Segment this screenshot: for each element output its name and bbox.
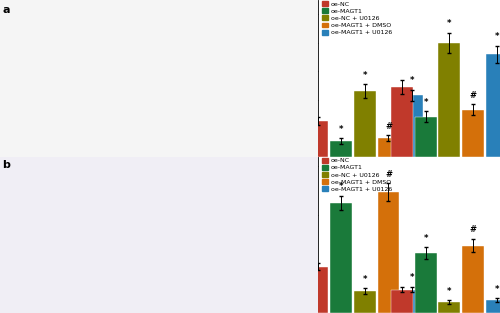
Text: a: a bbox=[2, 5, 10, 15]
Text: *: * bbox=[424, 234, 428, 243]
Bar bbox=[306, 267, 328, 313]
Text: #: # bbox=[470, 225, 476, 234]
Legend: oe-NC, oe-MAGT1, oe-NC + U0126, oe-MAGT1 + DMSO, oe-MAGT1 + U0126: oe-NC, oe-MAGT1, oe-NC + U0126, oe-MAGT1… bbox=[320, 0, 393, 37]
Bar bbox=[486, 54, 500, 156]
Bar bbox=[401, 290, 423, 313]
Text: *: * bbox=[494, 285, 499, 294]
Bar bbox=[330, 141, 352, 156]
Bar bbox=[391, 87, 413, 156]
Bar bbox=[354, 91, 376, 156]
Bar bbox=[354, 291, 376, 313]
Text: #: # bbox=[385, 122, 392, 131]
Text: #: # bbox=[385, 170, 392, 179]
Text: *: * bbox=[362, 275, 367, 284]
Bar bbox=[438, 302, 460, 313]
Bar bbox=[306, 121, 328, 156]
Bar bbox=[415, 253, 436, 313]
Bar bbox=[378, 192, 400, 313]
Legend: oe-NC, oe-MAGT1, oe-NC + U0126, oe-MAGT1 + DMSO, oe-MAGT1 + U0126: oe-NC, oe-MAGT1, oe-NC + U0126, oe-MAGT1… bbox=[320, 156, 393, 193]
Y-axis label: Apoptosis rate (%): Apoptosis rate (%) bbox=[289, 43, 298, 114]
Bar bbox=[391, 290, 413, 313]
Text: *: * bbox=[410, 273, 414, 282]
Text: *: * bbox=[494, 32, 499, 41]
Text: *: * bbox=[447, 287, 452, 296]
Bar bbox=[438, 43, 460, 156]
Text: b: b bbox=[2, 160, 10, 170]
Bar bbox=[378, 138, 400, 156]
Bar bbox=[415, 117, 436, 156]
Bar bbox=[401, 95, 423, 156]
Text: *: * bbox=[424, 98, 428, 107]
Bar bbox=[486, 300, 500, 313]
Text: *: * bbox=[362, 71, 367, 80]
Text: #: # bbox=[470, 90, 476, 100]
Bar bbox=[462, 245, 484, 313]
Text: *: * bbox=[339, 125, 344, 134]
Y-axis label: Survival fraction: Survival fraction bbox=[294, 203, 302, 266]
Text: *: * bbox=[447, 19, 452, 28]
Bar bbox=[330, 203, 352, 313]
Text: *: * bbox=[339, 182, 344, 191]
Bar bbox=[462, 110, 484, 156]
Text: *: * bbox=[410, 76, 414, 85]
